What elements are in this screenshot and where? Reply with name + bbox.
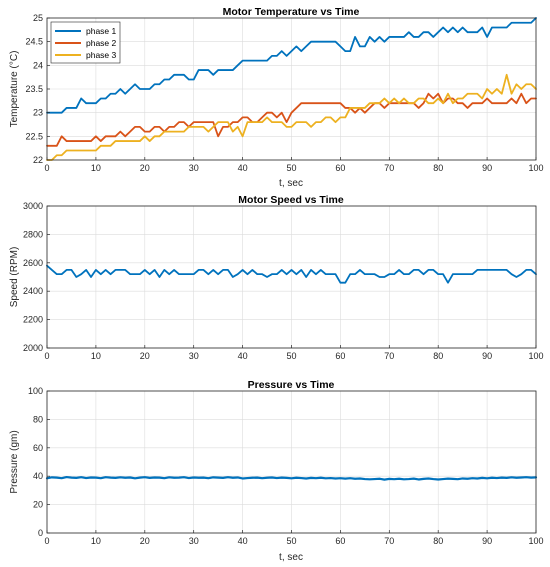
temperature-x-ticks: 0 10 20 30 40 50 60 70 80 90 100 — [44, 157, 544, 173]
temperature-y-tick-label: 25 — [33, 13, 43, 23]
speed-series — [46, 264, 537, 284]
speed-chart-title: Motor Speed vs Time — [238, 194, 344, 206]
temperature-legend: phase 1 phase 2 phase 3 — [50, 21, 121, 64]
temperature-y-ticks: 22 22.5 23 23.5 24 24.5 25 — [25, 13, 50, 165]
pressure-y-tick-label: 40 — [33, 471, 43, 481]
speed-y-tick-label: 2200 — [23, 315, 43, 325]
speed-x-tick-label: 100 — [528, 351, 543, 361]
speed-x-tick-label: 90 — [482, 351, 492, 361]
pressure-y-tick-label: 80 — [33, 414, 43, 424]
speed-x-tick-label: 60 — [335, 351, 345, 361]
pressure-line-series-1 — [45, 475, 538, 481]
speed-x-tick-label: 10 — [91, 351, 101, 361]
speed-y-tick-label: 2800 — [23, 229, 43, 239]
legend-label-phase-2: phase 2 — [86, 38, 117, 48]
temperature-x-tick-label: 90 — [482, 163, 492, 173]
speed-x-tick-label: 20 — [140, 351, 150, 361]
temperature-x-tick-label: 20 — [140, 163, 150, 173]
speed-x-tick-label: 70 — [384, 351, 394, 361]
temperature-line-phase-1 — [46, 17, 537, 114]
temperature-x-tick-label: 50 — [286, 163, 296, 173]
pressure-x-tick-label: 0 — [44, 536, 49, 546]
speed-x-ticks: 0 10 20 30 40 50 60 70 80 90 100 — [44, 345, 544, 361]
pressure-y-tick-label: 20 — [33, 500, 43, 510]
pressure-y-ticks: 0 20 40 60 80 100 — [28, 386, 50, 538]
pressure-x-tick-label: 90 — [482, 536, 492, 546]
speed-y-tick-label: 2400 — [23, 286, 43, 296]
pressure-y-tick-label: 60 — [33, 443, 43, 453]
pressure-x-tick-label: 60 — [335, 536, 345, 546]
temperature-panel: Motor Temperature vs Time 0 10 20 30 40 50 60 7… — [9, 6, 544, 189]
pressure-x-tick-label: 40 — [238, 536, 248, 546]
pressure-x-ticks: 0 10 20 30 40 50 60 70 80 90 100 — [44, 530, 544, 546]
temperature-line-phase-2 — [46, 92, 537, 147]
pressure-x-tick-label: 30 — [189, 536, 199, 546]
pressure-y-axis-label: Pressure (gm) — [9, 430, 20, 493]
pressure-y-tick-label: 100 — [28, 386, 43, 396]
pressure-panel: Pressure vs Time 0 10 20 30 40 50 60 70 80 90 100 … — [9, 379, 544, 563]
pressure-x-tick-label: 50 — [286, 536, 296, 546]
pressure-x-tick-label: 10 — [91, 536, 101, 546]
speed-y-ticks: 2000 2200 2400 2600 2800 3000 — [23, 201, 50, 353]
speed-y-tick-label: 2600 — [23, 258, 43, 268]
temperature-x-tick-label: 40 — [238, 163, 248, 173]
temperature-x-tick-label: 10 — [91, 163, 101, 173]
temperature-y-tick-label: 22 — [33, 155, 43, 165]
temperature-x-tick-label: 100 — [528, 163, 543, 173]
speed-x-tick-label: 40 — [238, 351, 248, 361]
speed-line-series-1 — [46, 264, 537, 284]
temperature-y-tick-label: 22.5 — [25, 131, 43, 141]
temperature-x-tick-label: 0 — [44, 163, 49, 173]
speed-x-tick-label: 80 — [433, 351, 443, 361]
pressure-x-tick-label: 100 — [528, 536, 543, 546]
speed-y-tick-label: 2000 — [23, 343, 43, 353]
speed-panel: Motor Speed vs Time 0 10 20 30 40 50 60 70 80 90 1… — [9, 194, 544, 361]
speed-x-tick-label: 30 — [189, 351, 199, 361]
speed-y-tick-label: 3000 — [23, 201, 43, 211]
temperature-x-axis-label: t, sec — [279, 178, 303, 189]
pressure-x-tick-label: 80 — [433, 536, 443, 546]
pressure-x-tick-label: 70 — [384, 536, 394, 546]
temperature-y-axis-label: Temperature (°C) — [9, 51, 20, 128]
temperature-line-phase-3 — [46, 73, 537, 161]
temperature-x-tick-label: 70 — [384, 163, 394, 173]
pressure-series — [45, 475, 538, 481]
pressure-chart-title: Pressure vs Time — [248, 379, 335, 391]
temperature-series — [46, 17, 537, 161]
legend-label-phase-3: phase 3 — [86, 50, 117, 60]
temperature-y-tick-label: 24.5 — [25, 37, 43, 47]
pressure-x-axis-label: t, sec — [279, 552, 303, 563]
speed-x-tick-label: 0 — [44, 351, 49, 361]
temperature-x-tick-label: 80 — [433, 163, 443, 173]
temperature-y-tick-label: 23.5 — [25, 84, 43, 94]
temperature-chart-title: Motor Temperature vs Time — [223, 6, 360, 18]
temperature-x-tick-label: 60 — [335, 163, 345, 173]
temperature-y-tick-label: 23 — [33, 108, 43, 118]
pressure-x-tick-label: 20 — [140, 536, 150, 546]
speed-y-axis-label: Speed (RPM) — [9, 247, 20, 308]
legend-label-phase-1: phase 1 — [86, 26, 117, 36]
temperature-y-tick-label: 24 — [33, 60, 43, 70]
speed-x-tick-label: 50 — [286, 351, 296, 361]
pressure-y-tick-label: 0 — [38, 528, 43, 538]
temperature-x-tick-label: 30 — [189, 163, 199, 173]
